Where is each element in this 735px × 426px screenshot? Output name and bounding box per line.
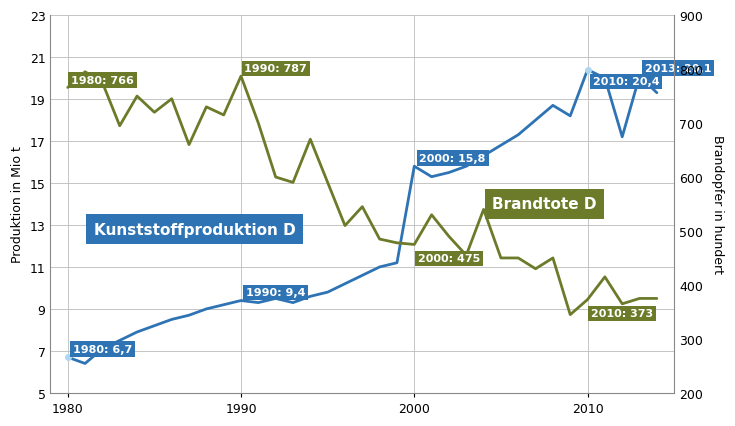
Text: 1980: 766: 1980: 766 — [71, 75, 134, 86]
Text: 1990: 787: 1990: 787 — [245, 64, 307, 74]
Y-axis label: Produktion in Mio t: Produktion in Mio t — [11, 146, 24, 263]
Text: 1980: 6,7: 1980: 6,7 — [73, 344, 132, 354]
Text: 2000: 15,8: 2000: 15,8 — [420, 154, 486, 164]
Text: 2000: 475: 2000: 475 — [417, 254, 480, 264]
Text: Kunststoffproduktion D: Kunststoffproduktion D — [94, 222, 295, 237]
Text: 2010: 373: 2010: 373 — [591, 309, 653, 319]
Text: Brandtote D: Brandtote D — [492, 197, 597, 212]
Text: 1990: 9,4: 1990: 9,4 — [246, 288, 306, 298]
Y-axis label: Brandopfer in hundert: Brandopfer in hundert — [711, 135, 724, 274]
Text: 2013: 20,1: 2013: 20,1 — [645, 63, 711, 74]
Text: 2010: 20,4: 2010: 20,4 — [592, 77, 659, 87]
